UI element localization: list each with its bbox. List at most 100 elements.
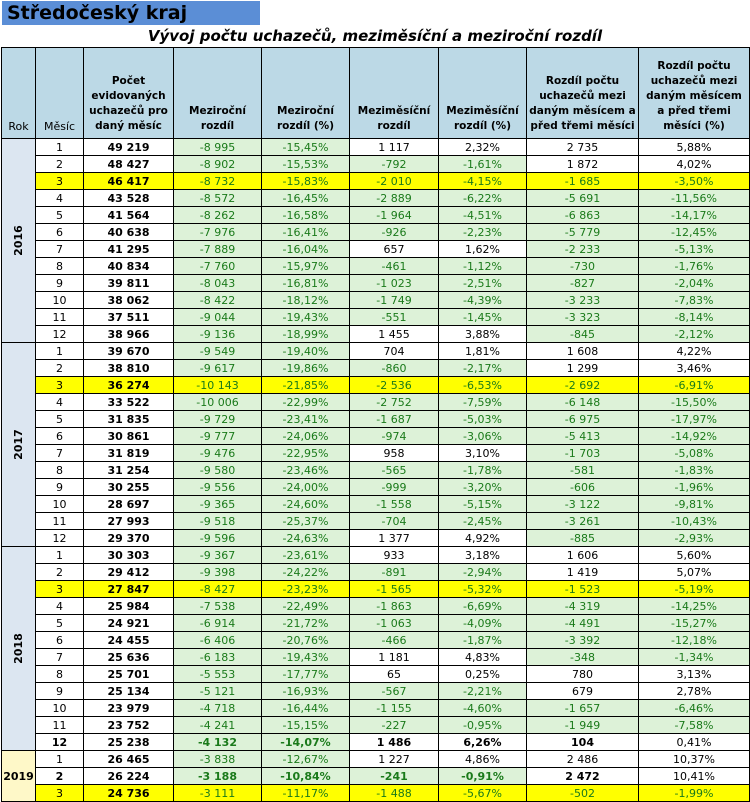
count-cell: 27 993 [83,512,174,530]
three-month-cell: 2 735 [526,138,639,156]
count-cell: 24 455 [83,631,174,649]
yoy-pct-cell: -16,04% [261,240,350,258]
count-cell: 38 810 [83,359,174,377]
mom-cell: -2 536 [349,376,439,394]
mom-cell: -926 [349,223,439,241]
three-month-cell: -606 [526,478,639,496]
three-month-pct-cell: -6,91% [638,376,750,394]
mom-cell: -860 [349,359,439,377]
header-mesic: Měsíc [35,47,84,139]
month-cell: 1 [35,750,84,768]
yoy-cell: -5 121 [173,682,262,700]
mom-cell: 65 [349,665,439,683]
month-cell: 2 [35,767,84,785]
yoy-pct-cell: -18,99% [261,325,350,343]
year-label: 2016 [12,225,25,256]
three-month-pct-cell: -2,04% [638,274,750,292]
table-row: 3 46 417 -8 732 -15,83% -2 010 -4,15% -1 685 -3… [2,172,750,190]
year-label: 2017 [12,429,25,460]
yoy-cell: -5 553 [173,665,262,683]
three-month-cell: -6 975 [526,410,639,428]
table-row: 6 40 638 -7 976 -16,41% -926 -2,23% -5 779 -12,… [2,223,750,241]
table-row: 8 31 254 -9 580 -23,46% -565 -1,78% -581 -1,83% [2,461,750,479]
mom-cell: 657 [349,240,439,258]
three-month-cell: -730 [526,257,639,275]
mom-pct-cell: -2,45% [438,512,527,530]
month-cell: 5 [35,410,84,428]
month-cell: 12 [35,529,84,547]
mom-cell: -1 863 [349,597,439,615]
mom-cell: 704 [349,342,439,360]
month-cell: 2 [35,155,84,173]
mom-pct-cell: -2,51% [438,274,527,292]
count-cell: 40 834 [83,257,174,275]
mom-pct-cell: -0,91% [438,767,527,785]
count-cell: 41 295 [83,240,174,258]
table-row: 2 26 224 -3 188 -10,84% -241 -0,91% 2 472 10,41… [2,767,750,785]
yoy-pct-cell: -18,12% [261,291,350,309]
month-cell: 8 [35,257,84,275]
month-cell: 7 [35,240,84,258]
yoy-pct-cell: -14,07% [261,733,350,751]
three-month-cell: -845 [526,325,639,343]
three-month-cell: -4 319 [526,597,639,615]
three-month-cell: 1 608 [526,342,639,360]
yoy-pct-cell: -23,61% [261,546,350,564]
table-row: 4 33 522 -10 006 -22,99% -2 752 -7,59% -6 148-… [2,393,750,411]
mom-cell: 933 [349,546,439,564]
region-title: Středočeský kraj [2,1,260,25]
yoy-cell: -9 398 [173,563,262,581]
mom-pct-cell: 4,92% [438,529,527,547]
yoy-cell: -9 044 [173,308,262,326]
table-row: 3 36 274 -10 143 -21,85% -2 536 -6,53% -2 692-… [2,376,750,394]
table-row: 9 39 811 -8 043 -16,81% -1 023 -2,51% -827 -2,0… [2,274,750,292]
three-month-pct-cell: -14,17% [638,206,750,224]
table-row: 5 24 921 -6 914 -21,72% -1 063 -4,09% -4 491 -1… [2,614,750,632]
month-cell: 3 [35,784,84,802]
three-month-pct-cell: -2,93% [638,529,750,547]
count-cell: 25 238 [83,733,174,751]
count-cell: 38 062 [83,291,174,309]
mom-cell: -974 [349,427,439,445]
three-month-cell: 1 299 [526,359,639,377]
mom-cell: -792 [349,155,439,173]
table-row: 8 25 701 -5 553 -17,77% 65 0,25% 780 3,13% [2,665,750,683]
yoy-pct-cell: -19,86% [261,359,350,377]
table-row: 3 24 736 -3 111 -11,17% -1 488 -5,67% -502 -1,9… [2,784,750,802]
count-cell: 41 564 [83,206,174,224]
mom-pct-cell: -4,15% [438,172,527,190]
three-month-cell: -348 [526,648,639,666]
three-month-pct-cell: -1,99% [638,784,750,802]
month-cell: 1 [35,138,84,156]
table-row: 7 41 295 -7 889 -16,04% 657 1,62% -2 233 -5,13% [2,240,750,258]
count-cell: 38 966 [83,325,174,343]
mom-pct-cell: -4,51% [438,206,527,224]
yoy-cell: -9 365 [173,495,262,513]
count-cell: 31 254 [83,461,174,479]
yoy-cell: -3 838 [173,750,262,768]
table-row: 9 30 255 -9 556 -24,00% -999 -3,20% -606 -1,96% [2,478,750,496]
mom-cell: -1 687 [349,410,439,428]
data-table: Rok Měsíc Počet evidovaných uchazečů pro… [1,47,750,802]
count-cell: 30 861 [83,427,174,445]
yoy-pct-cell: -19,43% [261,308,350,326]
three-month-cell: 1 606 [526,546,639,564]
count-cell: 26 465 [83,750,174,768]
mom-pct-cell: -5,32% [438,580,527,598]
month-cell: 11 [35,512,84,530]
yoy-cell: -10 006 [173,393,262,411]
yoy-cell: -8 422 [173,291,262,309]
mom-cell: -2 752 [349,393,439,411]
month-cell: 10 [35,495,84,513]
yoy-cell: -6 183 [173,648,262,666]
yoy-cell: -3 188 [173,767,262,785]
mom-pct-cell: 4,83% [438,648,527,666]
mom-pct-cell: -3,06% [438,427,527,445]
mom-pct-cell: -1,78% [438,461,527,479]
mom-cell: -567 [349,682,439,700]
mom-cell: -2 010 [349,172,439,190]
three-month-pct-cell: -10,43% [638,512,750,530]
count-cell: 28 697 [83,495,174,513]
month-cell: 5 [35,614,84,632]
month-cell: 5 [35,206,84,224]
